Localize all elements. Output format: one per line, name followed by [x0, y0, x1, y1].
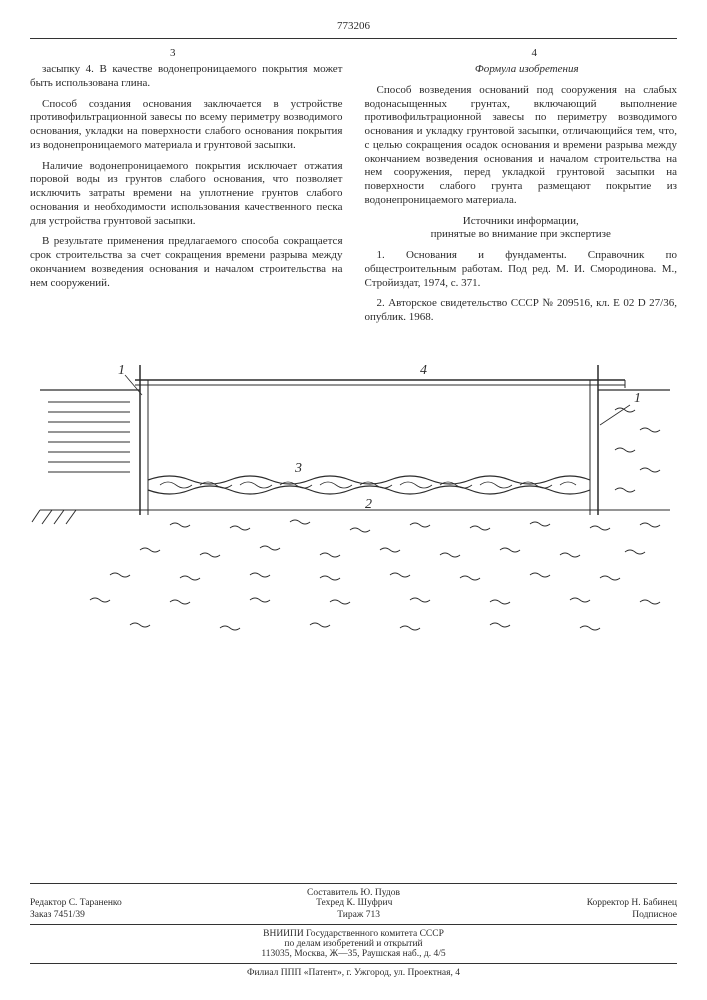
order-num: Заказ 7451/39	[30, 910, 85, 920]
source-2: 2. Авторское свидетельство СССР № 209516…	[365, 297, 678, 325]
para: В результате применения предлагаемого сп…	[30, 235, 343, 290]
page-num-left: 3	[170, 47, 176, 59]
page-col-numbers: 3 4	[30, 47, 677, 59]
right-column: Формула изобретения Способ возведения ос…	[365, 63, 678, 332]
page-num-right: 4	[532, 47, 538, 59]
formula-title: Формула изобретения	[365, 63, 678, 77]
technical-figure: 1 1 2 3 4	[30, 350, 677, 650]
para: Способ создания основания заключается в …	[30, 98, 343, 153]
compiler: Составитель Ю. Пудов	[30, 888, 677, 898]
fig-label-1a: 1	[118, 363, 125, 378]
fig-label-1b: 1	[634, 391, 641, 406]
sources-heading: Источники информации,	[365, 215, 678, 229]
podpisnoe: Подписное	[632, 910, 677, 920]
sep	[30, 883, 677, 884]
top-rule	[30, 38, 677, 39]
tiraj: Тираж 713	[337, 910, 380, 920]
org-addr: 113035, Москва, Ж—35, Раушская наб., д. …	[30, 949, 677, 959]
sep	[30, 924, 677, 925]
imprint-block: Составитель Ю. Пудов Редактор С. Таранен…	[30, 879, 677, 978]
sources-heading-2: принятые во внимание при экспертизе	[365, 228, 678, 242]
org-line-1: ВНИИПИ Государственного комитета СССР	[30, 929, 677, 939]
corrector: Корректор Н. Бабинец	[587, 898, 677, 908]
para: засыпку 4. В качестве водонепроницаемого…	[30, 63, 343, 91]
doc-number: 773206	[30, 20, 677, 32]
filial: Филиал ППП «Патент», г. Ужгород, ул. Про…	[30, 968, 677, 978]
sep	[30, 963, 677, 964]
fig-label-3: 3	[294, 461, 302, 476]
org-line-2: по делам изобретений и открытий	[30, 939, 677, 949]
editor: Редактор С. Тараненко	[30, 898, 122, 908]
claim-text: Способ возведения оснований под сооружен…	[365, 84, 678, 208]
text-columns: засыпку 4. В качестве водонепроницаемого…	[30, 63, 677, 332]
fig-label-2: 2	[365, 497, 372, 512]
source-1: 1. Основания и фундаменты. Справочник по…	[365, 249, 678, 290]
fig-label-4: 4	[420, 363, 427, 378]
para: Наличие водонепроницаемого покрытия искл…	[30, 160, 343, 229]
left-column: засыпку 4. В качестве водонепроницаемого…	[30, 63, 343, 332]
techred: Техред К. Шуфрич	[316, 898, 392, 908]
